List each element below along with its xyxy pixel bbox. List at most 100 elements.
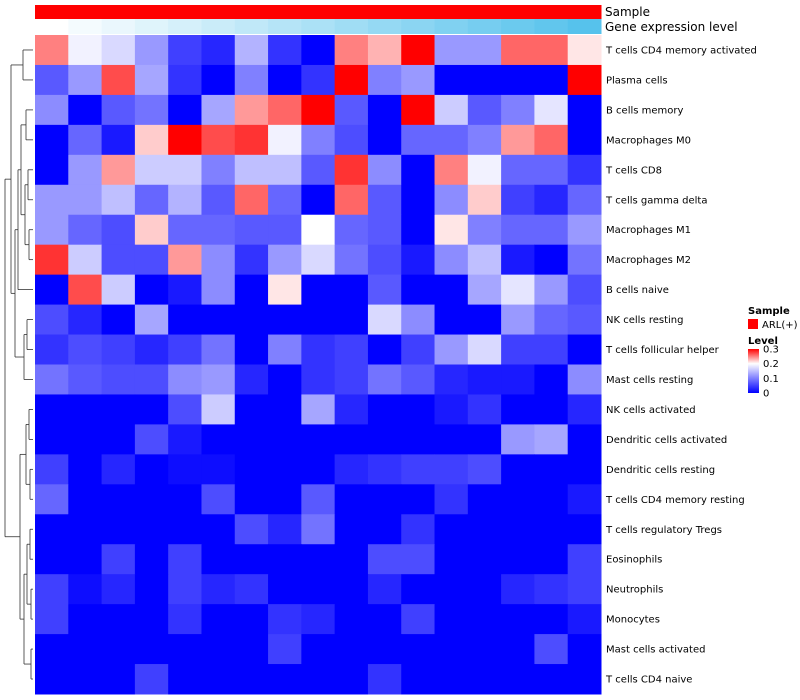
heatmap-cell [434,454,469,485]
heatmap-cell [501,334,535,365]
heatmap-cell [268,35,302,66]
heatmap-cell [434,574,469,605]
row-label: Macrophages M2 [606,255,691,266]
heatmap-cell [268,64,302,96]
legend-sample-title: Sample [748,306,790,317]
heatmap-cell [567,304,602,336]
heatmap-cell [134,514,169,545]
heatmap-cell [201,634,236,665]
heatmap-cell [334,304,369,336]
heatmap-cell [35,574,69,605]
heatmap-cell [434,154,469,186]
heatmap-cell [567,544,602,575]
heatmap-cell [501,484,535,515]
heatmap-cell [367,124,402,156]
heatmap-cell [534,94,569,126]
heatmap-cell [567,334,602,365]
heatmap-cell [534,274,569,306]
heatmap-cell [567,634,602,665]
heatmap-cell [501,304,535,336]
heatmap-cell [567,214,602,246]
heatmap-cell [168,514,202,545]
heatmap-cell [134,154,169,186]
heatmap-cell [268,244,302,276]
heatmap-cell [101,514,136,545]
heatmap-cell [334,634,369,665]
heatmap-cell [501,454,535,485]
heatmap-cell [68,94,103,126]
row-label: Dendritic cells activated [606,435,727,446]
heatmap-cell [567,394,602,425]
heatmap-cell [567,184,602,216]
heatmap-cell [434,634,469,665]
heatmap-cell [534,394,569,425]
heatmap-cell [501,124,535,156]
heatmap-cell [168,334,202,365]
heatmap-cell [134,334,169,365]
heatmap-cell [234,244,269,276]
sample-annotation-cell [467,5,502,19]
expression-annotation-cell [501,19,535,34]
heatmap-cell [467,634,502,665]
heatmap-cell [268,544,302,575]
heatmap-cell [201,544,236,575]
heatmap-cell [134,64,169,96]
heatmap-cell [367,604,402,635]
heatmap-cell [201,184,236,216]
legend-level-title: Level [748,336,778,347]
row-label: Dendritic cells resting [606,465,715,476]
heatmap-cell [201,214,236,246]
heatmap-cell [534,364,569,395]
heatmap-cell [201,664,236,695]
heatmap-cell [401,514,436,545]
heatmap-cell [534,64,569,96]
heatmap-cell [534,424,569,455]
heatmap-cell [35,334,69,365]
heatmap-cell [168,64,202,96]
heatmap-cell [35,604,69,635]
heatmap-cell [168,214,202,246]
heatmap-cell [234,214,269,246]
heatmap-cell [68,184,103,216]
heatmap-cell [501,424,535,455]
heatmap-cell [467,514,502,545]
legend-level-tick-label: 0.3 [763,345,779,356]
heatmap-cell [201,424,236,455]
heatmap-cell [201,574,236,605]
heatmap-cell [467,454,502,485]
heatmap-cell [201,124,236,156]
heatmap-cell [68,274,103,306]
heatmap-cell [301,184,336,216]
heatmap-cell [434,544,469,575]
heatmap-cell [101,334,136,365]
heatmap-cell [367,64,402,96]
heatmap-cell [201,334,236,365]
heatmap-cell [401,634,436,665]
heatmap-cell [301,124,336,156]
heatmap-cell [168,35,202,66]
heatmap-cell [268,184,302,216]
heatmap-cell [567,154,602,186]
heatmap-cell [134,424,169,455]
heatmap-cell [334,394,369,425]
heatmap-cell [301,35,336,66]
heatmap-cell [467,334,502,365]
heatmap-cell [268,214,302,246]
heatmap-cell [35,514,69,545]
heatmap-cell [367,484,402,515]
heatmap-cell [434,364,469,395]
heatmap-cell [268,484,302,515]
heatmap-cell [301,574,336,605]
heatmap-cell [501,94,535,126]
expression-annotation-cell [268,19,302,34]
heatmap-cell [35,394,69,425]
heatmap-cell [334,604,369,635]
heatmap-cell [467,394,502,425]
heatmap-cell [234,64,269,96]
heatmap-cell [268,604,302,635]
heatmap-cell [168,604,202,635]
heatmap-cell [467,214,502,246]
heatmap-cell [301,634,336,665]
heatmap-cell [467,274,502,306]
